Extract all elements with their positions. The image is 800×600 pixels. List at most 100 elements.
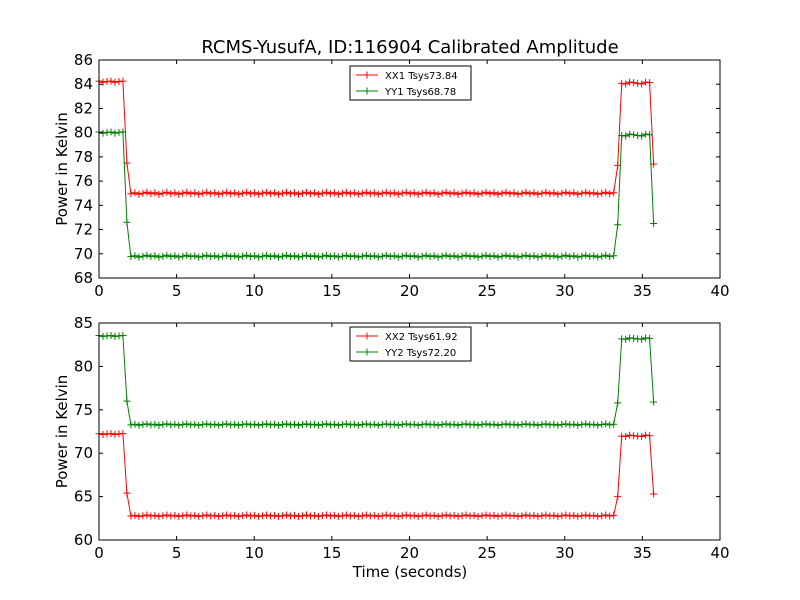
series-point-marker: [175, 421, 183, 429]
series-point-marker: [263, 511, 271, 519]
y-tick-label: 85: [74, 314, 93, 332]
series-point-marker: [207, 421, 215, 429]
series-point-marker: [582, 420, 590, 428]
legend-box: [349, 326, 472, 362]
series-point-marker: [462, 420, 470, 428]
series-point-marker: [406, 253, 414, 261]
series-point-marker: [231, 252, 239, 260]
series-point-marker: [127, 190, 135, 198]
x-axis-label: Time (seconds): [352, 563, 468, 581]
series-point-marker: [438, 189, 446, 197]
series-point-marker: [454, 253, 462, 261]
legend-marker: [363, 348, 371, 356]
series-point-marker: [466, 190, 474, 198]
series-point-marker: [578, 421, 586, 429]
series-point-marker: [458, 512, 466, 520]
series-point-marker: [167, 190, 175, 198]
series-point-marker: [506, 190, 514, 198]
x-tick-label: 15: [322, 544, 341, 562]
series-point-marker: [294, 253, 302, 261]
series-point-marker: [255, 421, 263, 429]
series-point-marker: [275, 421, 283, 429]
series-point-marker: [322, 511, 330, 519]
series-point-marker: [470, 511, 478, 519]
series-point-marker: [215, 512, 223, 520]
series-point-marker: [486, 190, 494, 198]
series-point-marker: [518, 252, 526, 260]
series-point-marker: [434, 190, 442, 198]
series-point-marker: [566, 512, 574, 520]
y-tick-label: 86: [74, 51, 93, 69]
series-point-marker: [271, 189, 279, 197]
series-point-marker: [422, 511, 430, 519]
series-point-marker: [330, 189, 338, 197]
series-point-marker: [171, 420, 179, 428]
series-point-marker: [506, 512, 514, 520]
y-tick-label: 60: [74, 531, 93, 549]
series-point-marker: [470, 252, 478, 260]
series-point-marker: [211, 511, 219, 519]
series-point-marker: [398, 189, 406, 197]
series-point-marker: [410, 511, 418, 519]
series-point-marker: [227, 421, 235, 429]
series-point-marker: [386, 253, 394, 261]
series-point-marker: [410, 189, 418, 197]
series-point-marker: [426, 421, 434, 429]
series-point-marker: [111, 129, 119, 137]
series-point-marker: [538, 189, 546, 197]
series-point-marker: [390, 511, 398, 519]
series-point-marker: [594, 190, 602, 198]
series-point-marker: [454, 512, 462, 520]
series-point-marker: [534, 512, 542, 520]
series-point-marker: [350, 420, 358, 428]
series-point-marker: [219, 512, 227, 520]
series-point-marker: [494, 253, 502, 261]
series-point-marker: [490, 420, 498, 428]
series-point-marker: [131, 252, 139, 260]
series-point-marker: [119, 331, 127, 339]
series-point-marker: [530, 511, 538, 519]
series-point-marker: [386, 421, 394, 429]
series-point-marker: [183, 188, 191, 196]
series-point-marker: [255, 190, 263, 198]
series-point-marker: [622, 132, 630, 140]
series-point-marker: [310, 252, 318, 260]
series-point-marker: [498, 252, 506, 260]
series-point-marker: [486, 512, 494, 520]
series-point-marker: [302, 251, 310, 259]
series-point-marker: [179, 421, 187, 429]
y-tick-label: 72: [74, 221, 93, 239]
series-point-marker: [442, 188, 450, 196]
series-point-marker: [418, 512, 426, 520]
x-tick-label: 25: [478, 544, 497, 562]
series-point-marker: [334, 512, 342, 520]
series-point-marker: [294, 190, 302, 198]
series-point-marker: [131, 189, 139, 197]
series-point-marker: [219, 252, 227, 260]
series-point-marker: [510, 189, 518, 197]
series-point-marker: [215, 421, 223, 429]
series-point-marker: [574, 512, 582, 520]
series-point-marker: [394, 253, 402, 261]
series-point-marker: [510, 511, 518, 519]
series-point-marker: [622, 80, 630, 88]
series-point-marker: [306, 512, 314, 520]
series-point-marker: [458, 421, 466, 429]
series-point-marker: [195, 253, 203, 261]
series-point-marker: [366, 190, 374, 198]
series-point-marker: [598, 189, 606, 197]
legend-label: YY1 Tsys68.78: [384, 87, 456, 98]
series-point-marker: [302, 511, 310, 519]
series-point-marker: [514, 253, 522, 261]
series-point-marker: [111, 78, 119, 86]
series-point-marker: [610, 252, 618, 260]
series-point-marker: [291, 420, 299, 428]
series-point-marker: [554, 512, 562, 520]
series-point-marker: [291, 511, 299, 519]
series-point-marker: [215, 190, 223, 198]
series-point-marker: [538, 421, 546, 429]
legend-marker: [363, 87, 371, 95]
series-point-marker: [434, 421, 442, 429]
series-point-marker: [610, 420, 618, 428]
series-point-marker: [318, 512, 326, 520]
